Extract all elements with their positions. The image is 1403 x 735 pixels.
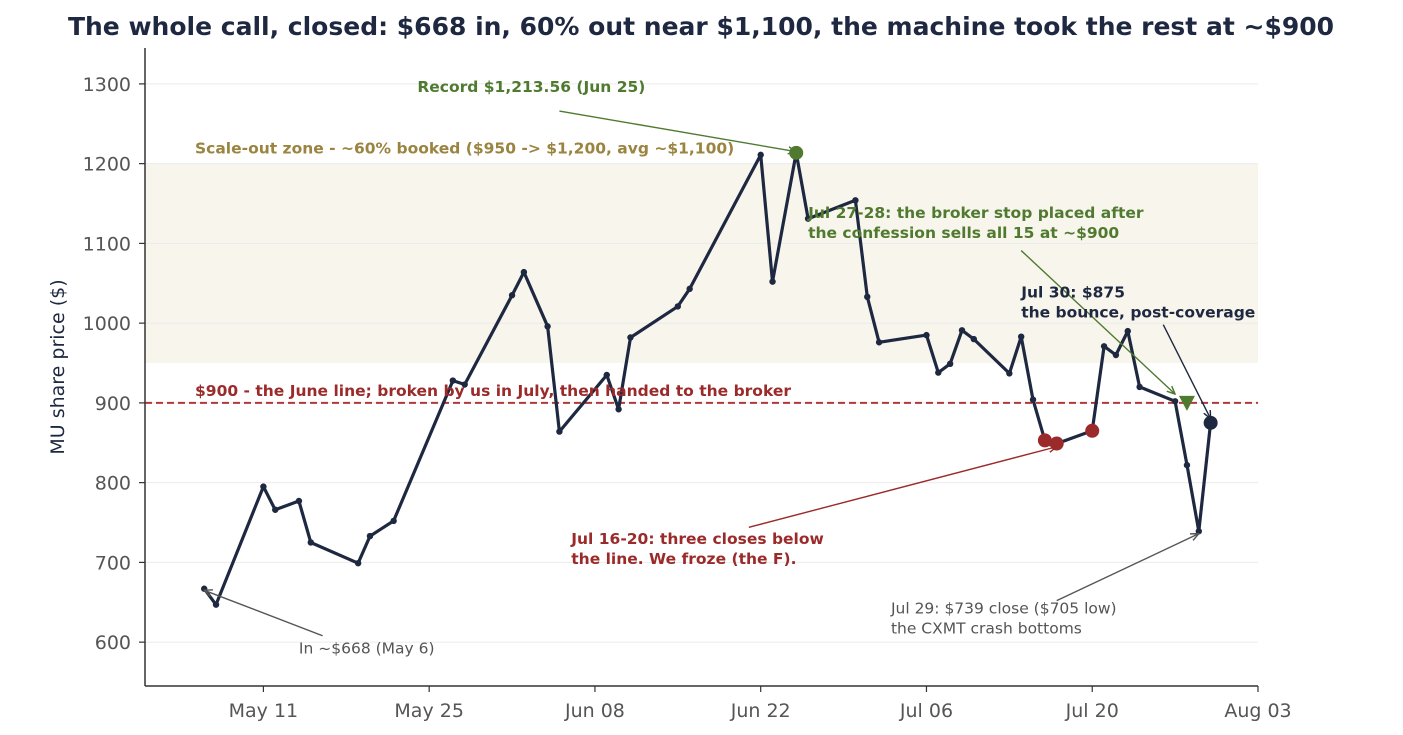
price-point [958, 327, 966, 334]
marker-dot [1037, 433, 1052, 448]
price-point [804, 215, 812, 222]
zone-label: Scale-out zone - ~60% booked ($950 -> $1… [195, 139, 734, 157]
y-axis-label: MU share price ($) [47, 279, 69, 454]
annotation-line: the bounce, post-coverage [1021, 304, 1255, 322]
x-tick-label: May 25 [394, 700, 464, 722]
x-tick-label: Jun 08 [564, 700, 625, 722]
annotation-arrow [559, 110, 796, 152]
price-point [1006, 370, 1013, 377]
price-point [852, 197, 859, 204]
price-point [260, 483, 267, 490]
price-point [970, 335, 978, 343]
price-point [295, 497, 303, 505]
x-tick-label: May 11 [229, 700, 299, 722]
annotation-text: In ~$668 (May 6) [299, 639, 435, 657]
annotation-line: Record $1,213.56 (Jun 25) [417, 78, 645, 96]
annotation-text: Jul 27-28: the broker stop placed after t… [807, 204, 1144, 242]
price-point [875, 339, 883, 346]
price-point [366, 532, 374, 540]
price-point [1171, 398, 1179, 405]
annotation-line: In ~$668 (May 6) [299, 639, 435, 657]
price-point [520, 268, 528, 276]
y-tick-label: 1300 [83, 74, 131, 96]
annotation-arrow [748, 447, 1057, 528]
annotation-text: Jul 30: $875 the bounce, post-coverage [1020, 284, 1255, 322]
marker-dot [1085, 423, 1100, 438]
y-tick-label: 900 [95, 393, 131, 415]
marker-triangle [1178, 395, 1195, 411]
price-point [461, 381, 468, 388]
price-point [674, 303, 682, 310]
price-point [864, 293, 871, 301]
price-point [615, 406, 622, 413]
x-tick-label: Jul 20 [1065, 700, 1119, 722]
marker-dot [789, 145, 804, 160]
price-line [202, 151, 1213, 607]
price-point [354, 559, 362, 567]
y-tick-label: 800 [95, 473, 131, 495]
annotation-arrow [1162, 324, 1210, 419]
price-point [769, 278, 776, 285]
price-point [544, 323, 551, 330]
price-point [935, 369, 942, 376]
x-tick-label: Jul 06 [899, 700, 953, 722]
annotation-line: the line. We froze (the F). [571, 550, 796, 568]
price-point [1100, 343, 1108, 350]
x-tick-label: Jun 22 [730, 700, 791, 722]
price-point [686, 285, 693, 293]
support-line-label: $900 - the June line; broken by us in Ju… [195, 382, 791, 400]
chart-title: The whole call, closed: $668 in, 60% out… [68, 12, 1334, 41]
price-point [603, 371, 610, 379]
price-point [757, 151, 764, 159]
price-point [307, 539, 314, 546]
annotation-line: Jul 16-20: three closes below [570, 530, 824, 548]
price-point [556, 428, 563, 435]
annotation-line: Jul 30: $875 [1020, 284, 1125, 302]
annotation-arrow [1020, 250, 1175, 395]
annotation-line: Jul 27-28: the broker stop placed after [807, 204, 1144, 222]
y-tick-label: 700 [95, 552, 131, 574]
x-tick-label: Aug 03 [1224, 700, 1291, 722]
price-point [923, 331, 930, 339]
y-tick-label: 1100 [83, 233, 131, 255]
y-tick-label: 1200 [83, 154, 131, 176]
price-point [508, 292, 516, 299]
price-point [449, 377, 457, 384]
price-point [1029, 396, 1037, 403]
annotation-text: Record $1,213.56 (Jun 25) [417, 78, 645, 96]
annotation-arrow [1056, 534, 1199, 602]
price-point [1017, 333, 1025, 340]
annotation-arrow [204, 590, 323, 637]
annotation-text: Jul 29: $739 close ($705 low) the CXMT cr… [890, 599, 1117, 637]
y-tick-label: 600 [95, 632, 131, 654]
annotation-line: the confession sells all 15 at ~$900 [808, 224, 1119, 242]
price-point [1136, 383, 1143, 391]
annotation-line: Jul 29: $739 close ($705 low) [890, 599, 1117, 617]
price-point [1112, 351, 1120, 359]
annotation-line: the CXMT crash bottoms [891, 619, 1082, 637]
y-tick-label: 1000 [83, 313, 131, 335]
price-point [627, 334, 634, 341]
price-point [1183, 461, 1191, 469]
price-point [1124, 327, 1131, 335]
price-point [946, 360, 954, 368]
price-point [1195, 528, 1202, 535]
price-point [390, 517, 397, 525]
annotation-text: Jul 16-20: three closes below the line. W… [570, 530, 824, 568]
price-point [272, 506, 279, 513]
price-point [212, 601, 220, 608]
